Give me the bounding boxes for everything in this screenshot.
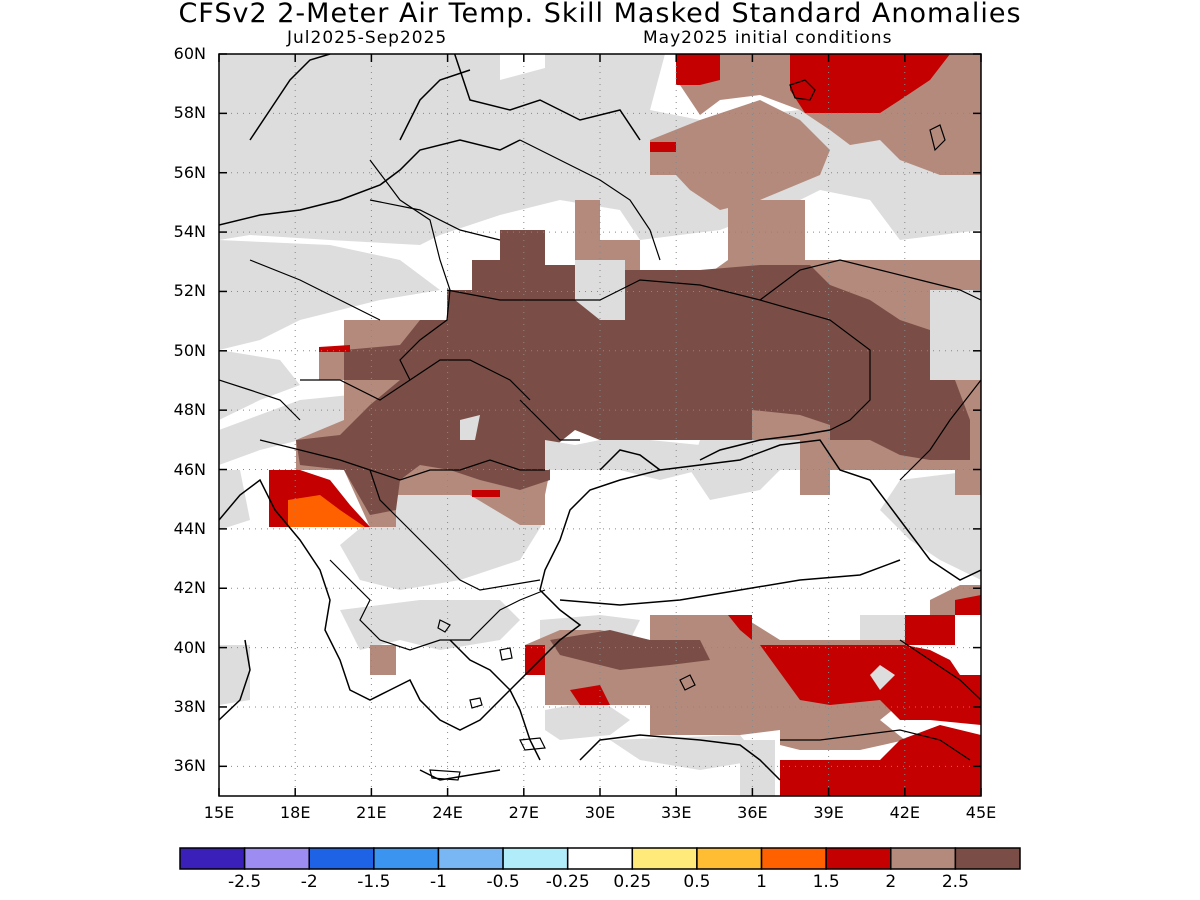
lat-label: 52N [173, 281, 206, 301]
lon-label: 30E [584, 803, 616, 822]
colorbar-swatch [373, 847, 440, 870]
lat-label: 44N [173, 518, 206, 538]
lon-label: 33E [660, 803, 692, 822]
anomaly-1-1.5-regions [288, 495, 365, 527]
anomaly-1.5-2-regions [269, 54, 981, 796]
lat-label: 60N [173, 44, 206, 63]
colorbar-swatch [631, 847, 698, 870]
lat-label: 36N [173, 756, 206, 776]
colorbar-swatch [825, 847, 892, 870]
colorbar-swatch [502, 847, 569, 870]
colorbar-label: -2.5 [228, 872, 262, 892]
lon-label: 21E [356, 803, 387, 822]
lat-label: 58N [173, 103, 206, 123]
initial-conditions: May2025 initial conditions [643, 28, 893, 48]
lat-label: 40N [173, 637, 206, 657]
colorbar-label: 2.5 [941, 872, 969, 892]
graticule [219, 54, 981, 796]
lon-label: 42E [889, 803, 921, 822]
lon-label: 36E [737, 803, 768, 822]
colorbar-swatch [954, 847, 1021, 870]
colorbar-label: 1.5 [812, 872, 840, 892]
colorbar-label: 2 [885, 872, 897, 892]
colorbar-label: -0.5 [486, 872, 520, 892]
lon-label: 15E [203, 803, 235, 822]
lon-label: 18E [279, 803, 311, 822]
chart-title: CFSv2 2-Meter Air Temp. Skill Masked Sta… [178, 0, 1022, 29]
anomaly-gt-2.5-regions [296, 230, 970, 670]
lon-label: 45E [965, 803, 997, 822]
colorbar-label: -1 [429, 872, 447, 892]
coastlines [219, 54, 981, 781]
colorbar-label: -0.25 [545, 872, 590, 892]
colorbar-label: 1 [756, 872, 767, 892]
colorbar-swatch [760, 847, 827, 870]
country-borders [219, 139, 981, 761]
colorbar-swatch [566, 847, 634, 870]
lat-label: 56N [173, 162, 206, 182]
colorbar-label: 0.25 [613, 872, 652, 892]
colorbar-swatch [696, 847, 763, 870]
colorbar-swatch [308, 847, 375, 870]
lat-label: 54N [173, 222, 206, 242]
lat-label: 50N [173, 340, 206, 360]
colorbar-swatch [179, 847, 246, 870]
axis-ticks [218, 53, 982, 796]
colorbar [179, 847, 1021, 870]
lon-label: 24E [432, 803, 463, 822]
lon-label: 39E [813, 803, 844, 822]
colorbar-label: -1.5 [357, 872, 391, 892]
colorbar-swatch [243, 847, 310, 870]
forecast-period: Jul2025-Sep2025 [287, 28, 448, 48]
colorbar-swatch [437, 847, 504, 870]
lat-label: 46N [173, 459, 206, 479]
lat-label: 42N [173, 578, 206, 598]
colorbar-label: 0.5 [683, 872, 711, 892]
colorbar-swatch [890, 847, 957, 870]
lat-label: 48N [173, 400, 206, 420]
map-area [219, 54, 981, 796]
islands [429, 79, 946, 781]
lon-label: 27E [508, 803, 540, 822]
colorbar-label: -2 [300, 872, 318, 892]
lat-label: 38N [173, 696, 206, 716]
